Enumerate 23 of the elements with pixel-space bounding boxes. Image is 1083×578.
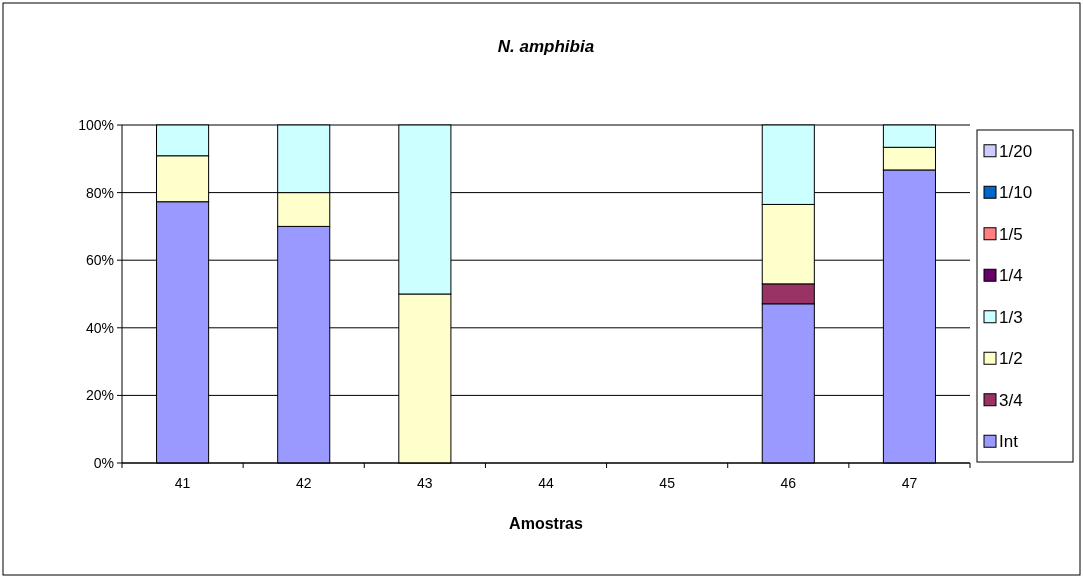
y-tick-label: 100% xyxy=(78,117,114,133)
x-tick-label: 45 xyxy=(659,475,676,491)
y-tick-label: 0% xyxy=(93,455,114,471)
chart-title: N. amphibia xyxy=(497,37,595,56)
x-tick-label: 43 xyxy=(417,475,433,491)
legend-label: 1/4 xyxy=(999,266,1023,286)
x-tick-label: 46 xyxy=(780,475,797,491)
y-tick-label: 40% xyxy=(85,319,114,336)
legend-label: 3/4 xyxy=(999,390,1023,410)
x-tick-label: 42 xyxy=(295,475,312,491)
x-axis-title: Amostras xyxy=(509,515,583,532)
legend-label: 1/20 xyxy=(999,141,1033,161)
legend-label: 1/3 xyxy=(999,307,1023,327)
x-tick-label: 41 xyxy=(174,475,191,491)
legend-label: 1/10 xyxy=(999,183,1033,203)
y-tick-label: 60% xyxy=(85,252,114,269)
x-tick-label: 44 xyxy=(538,475,554,491)
y-tick-label: 20% xyxy=(85,387,114,404)
legend-label: Int xyxy=(999,432,1019,452)
legend-label: 1/5 xyxy=(999,224,1023,244)
x-tick-label: 47 xyxy=(901,475,918,491)
y-tick-label: 80% xyxy=(85,184,114,201)
legend-label: 1/2 xyxy=(999,349,1023,369)
